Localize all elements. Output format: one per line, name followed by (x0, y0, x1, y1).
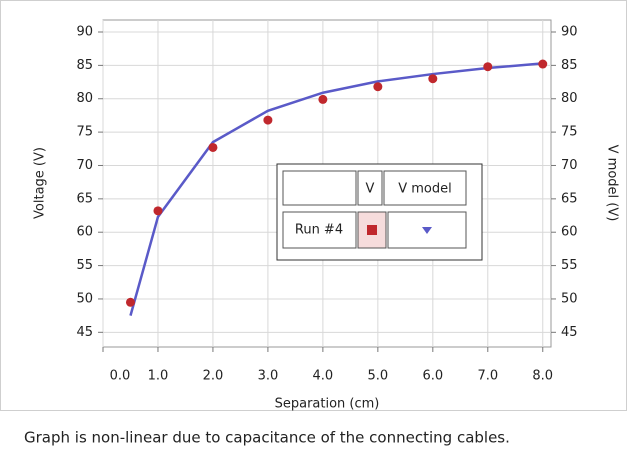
x-axis-label: Separation (cm) (275, 397, 380, 412)
x-tick-label: 4.0 (313, 369, 334, 384)
y-tick-label: 45 (76, 325, 93, 340)
y2-tick-label: 50 (561, 291, 578, 306)
legend-cell (282, 170, 357, 206)
data-point (483, 62, 493, 72)
y2-tick-label: 80 (561, 91, 578, 106)
y2-axis-label: V model (V) (605, 145, 620, 222)
data-point (125, 297, 135, 307)
data-point (153, 206, 163, 216)
data-point (373, 82, 383, 92)
data-point (208, 142, 218, 152)
legend-row-label: Run #4 (295, 223, 343, 238)
x-tick-label: 6.0 (422, 369, 443, 384)
legend-label: V (366, 182, 375, 197)
y-tick-label: 60 (76, 225, 93, 240)
y-tick-label: 75 (76, 125, 93, 140)
legend-cell (383, 170, 467, 206)
y2-tick-label: 85 (561, 58, 578, 73)
model-line (129, 62, 543, 316)
x-tick-label: 8.0 (532, 369, 553, 384)
legend-cell (282, 211, 357, 249)
y-tick-label: 55 (76, 258, 93, 273)
y2-tick-label: 65 (561, 191, 578, 206)
legend-cell (357, 170, 383, 206)
y-tick-label: 50 (76, 291, 93, 306)
y-axis-label: Voltage (V) (33, 147, 48, 219)
y-tick-label: 80 (76, 91, 93, 106)
y2-tick-label: 60 (561, 225, 578, 240)
legend-marker (367, 225, 377, 235)
legend-marker (422, 227, 432, 234)
x-tick-label: 3.0 (258, 369, 279, 384)
legend-cell (387, 211, 467, 249)
x-tick-label: 7.0 (477, 369, 498, 384)
data-point (263, 115, 273, 125)
data-point (538, 59, 548, 69)
y-tick-label: 65 (76, 191, 93, 206)
x-tick-label: 1.0 (148, 369, 169, 384)
data-point (428, 74, 438, 84)
y2-tick-label: 70 (561, 158, 578, 173)
y2-tick-label: 55 (561, 258, 578, 273)
x-tick-label: 0.0 (110, 369, 131, 384)
y-tick-label: 85 (76, 58, 93, 73)
y-tick-label: 90 (76, 25, 93, 40)
y2-tick-label: 75 (561, 125, 578, 140)
legend-label: V model (398, 182, 452, 197)
x-tick-label: 2.0 (203, 369, 224, 384)
caption: Graph is non-linear due to capacitance o… (24, 429, 510, 447)
x-tick-label: 5.0 (368, 369, 389, 384)
y-tick-label: 70 (76, 158, 93, 173)
y2-tick-label: 45 (561, 325, 578, 340)
data-point (318, 94, 328, 104)
y2-tick-label: 90 (561, 25, 578, 40)
legend: V V model Run #4 (276, 163, 483, 261)
